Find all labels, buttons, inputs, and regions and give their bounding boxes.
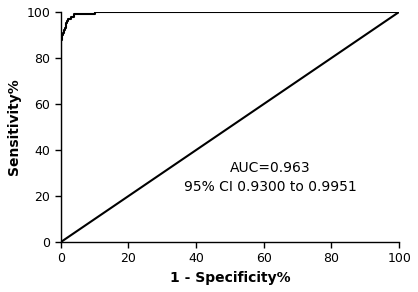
Text: AUC=0.963
95% CI 0.9300 to 0.9951: AUC=0.963 95% CI 0.9300 to 0.9951 — [184, 161, 357, 194]
X-axis label: 1 - Specificity%: 1 - Specificity% — [170, 271, 290, 285]
Y-axis label: Sensitivity%: Sensitivity% — [7, 79, 21, 175]
